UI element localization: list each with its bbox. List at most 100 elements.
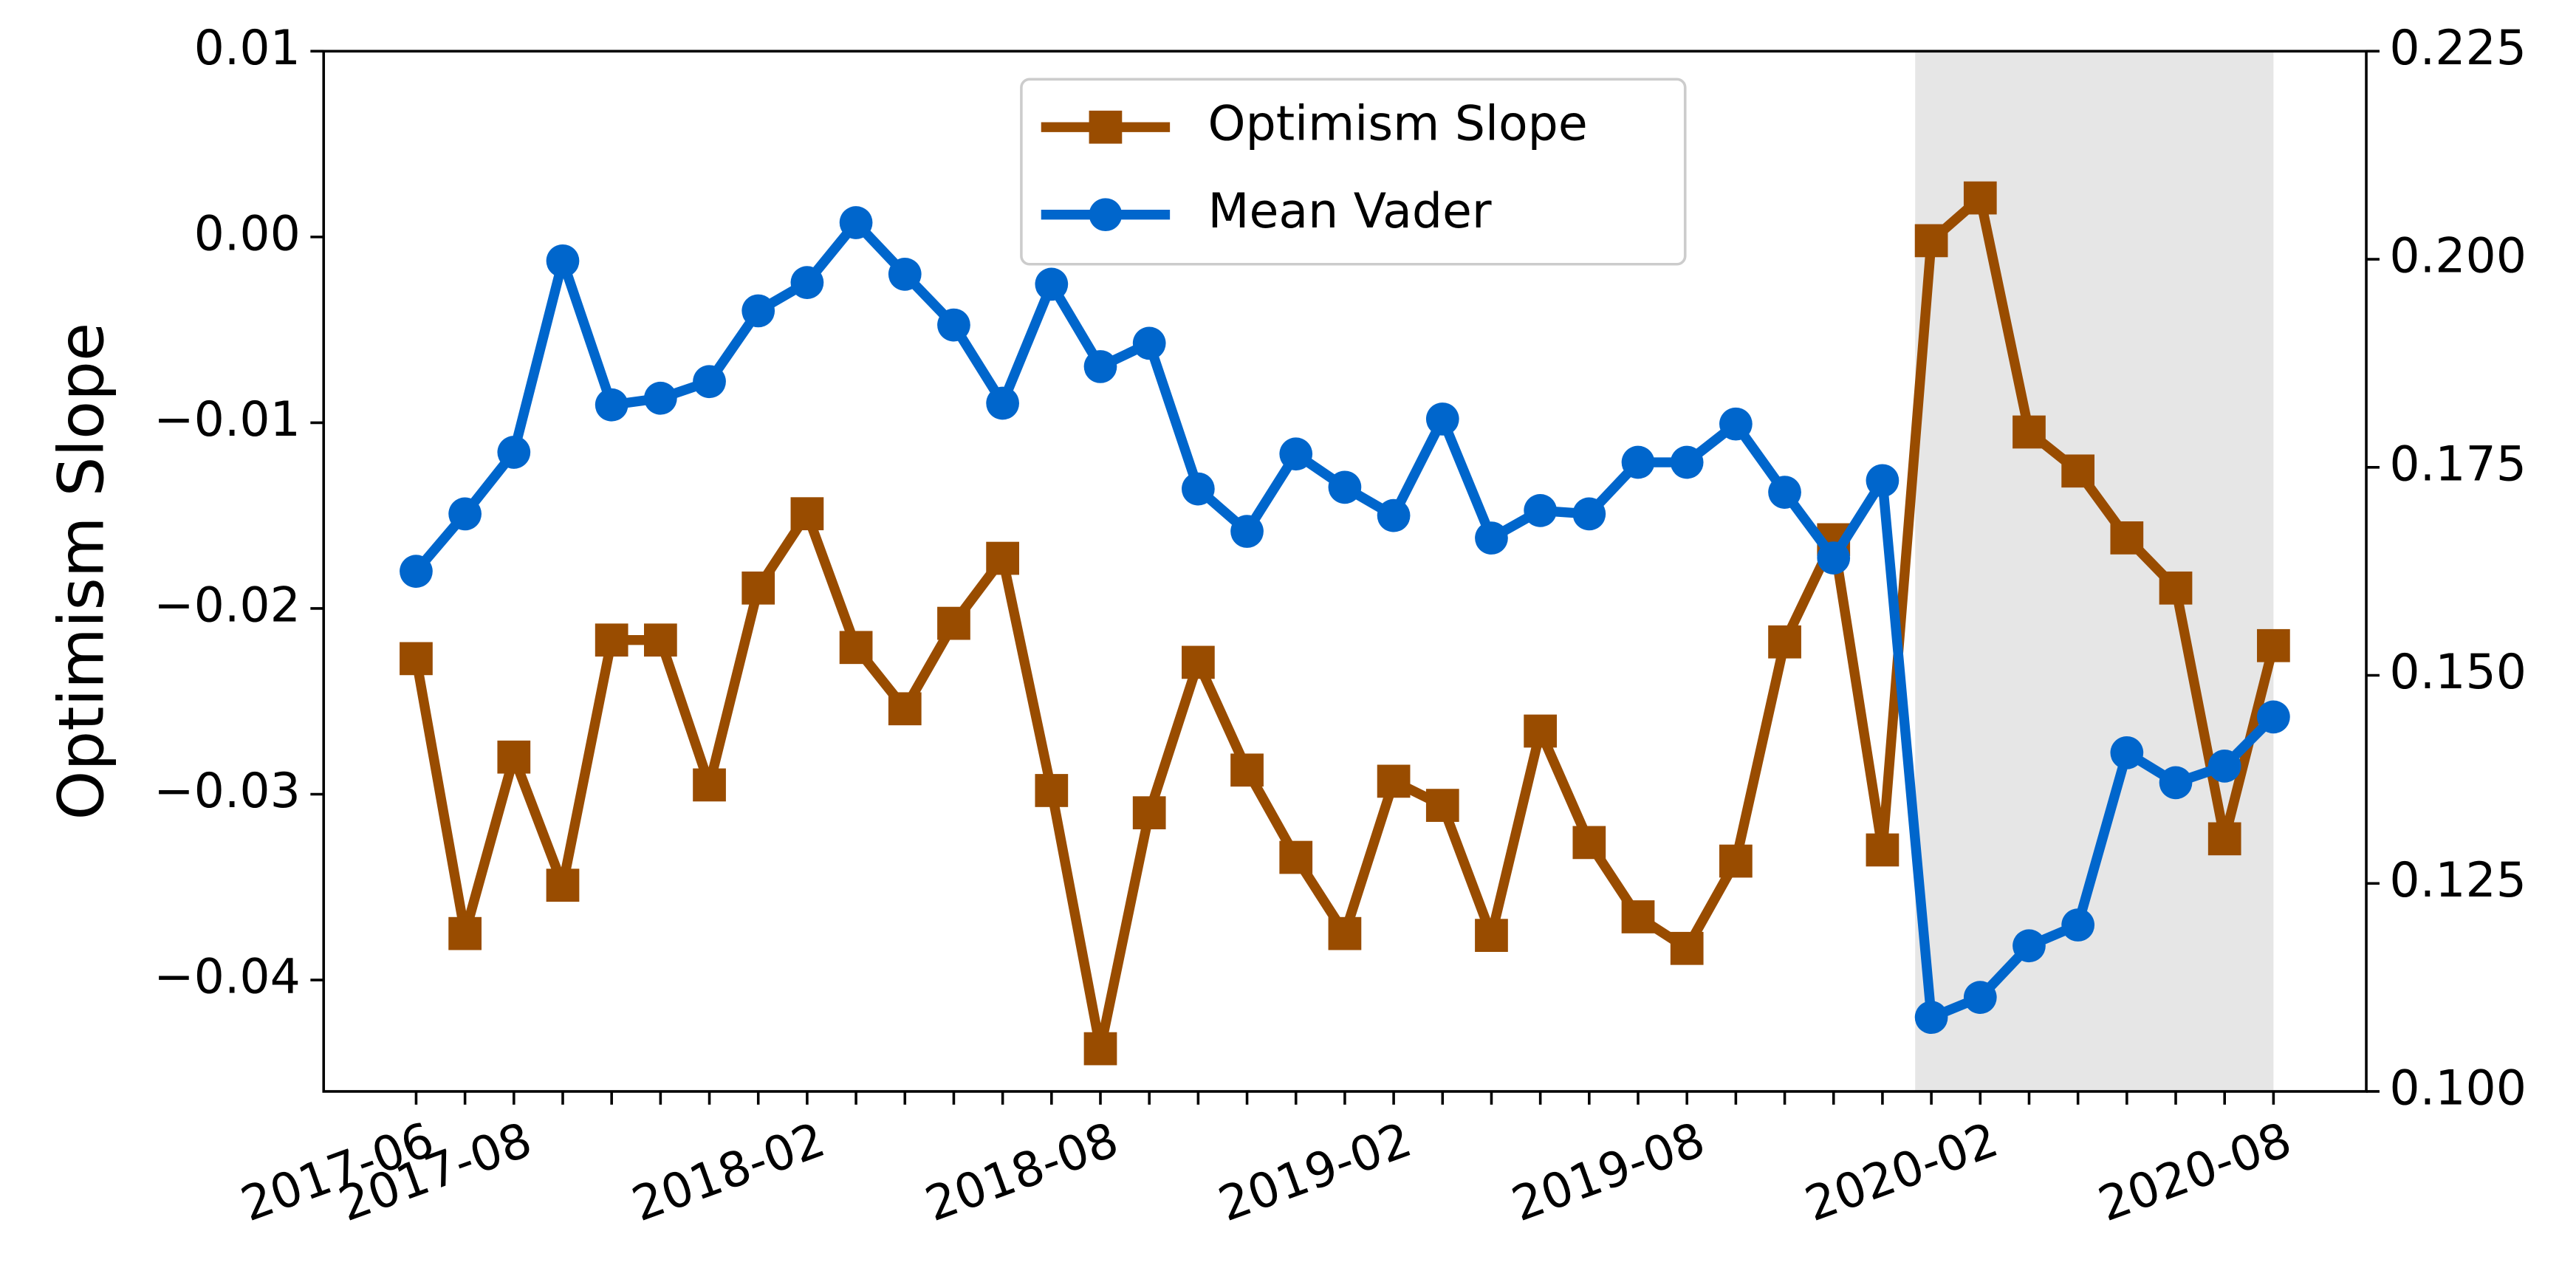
x-tick-label: 2018-02 — [626, 1112, 832, 1233]
data-point — [1182, 645, 1215, 679]
y-axis-label: Optimism Slope — [46, 323, 119, 820]
data-point — [1963, 981, 1997, 1014]
y-tick-label: −0.04 — [154, 950, 301, 1005]
data-point — [1768, 476, 1801, 509]
data-point — [1719, 407, 1753, 441]
x-tick-label: 2020-02 — [1798, 1112, 2005, 1233]
data-point — [693, 768, 726, 802]
data-point — [1035, 774, 1069, 807]
y-tick-label: 0.00 — [194, 206, 301, 261]
data-point — [497, 436, 531, 469]
data-point — [1328, 470, 1362, 504]
data-point — [2110, 736, 2144, 769]
data-point — [1572, 826, 1606, 860]
data-point — [1621, 900, 1655, 933]
data-point — [1230, 515, 1264, 548]
data-point — [2257, 628, 2290, 662]
data-point — [1963, 181, 1997, 215]
data-point — [1083, 350, 1117, 383]
legend-box — [1020, 78, 1687, 266]
x-tick-label: 2019-08 — [1505, 1112, 1712, 1233]
data-point — [937, 606, 970, 640]
y-tick-label: −0.01 — [154, 392, 301, 448]
data-point — [1621, 445, 1655, 479]
data-point — [1914, 224, 1948, 258]
data-point — [2159, 766, 2193, 800]
y2-tick-label: 0.150 — [2389, 645, 2527, 700]
data-point — [448, 916, 482, 950]
y-tick-label: −0.02 — [154, 578, 301, 634]
data-point — [448, 497, 482, 531]
data-point — [1132, 326, 1166, 360]
data-point — [790, 497, 824, 531]
data-point — [1230, 753, 1264, 787]
data-point — [1768, 625, 1801, 659]
data-point — [1866, 833, 1900, 867]
data-point — [839, 631, 873, 665]
data-point — [546, 868, 580, 902]
data-point — [1083, 1032, 1117, 1066]
data-point — [1866, 464, 1900, 498]
data-point — [693, 365, 726, 399]
data-point — [2061, 908, 2095, 942]
data-point — [741, 294, 775, 328]
shaded-region — [1915, 51, 2274, 1091]
data-point — [1279, 437, 1313, 471]
data-point — [497, 740, 531, 774]
data-point — [546, 244, 580, 278]
data-point — [1817, 541, 1851, 575]
x-tick-label: 2020-08 — [2092, 1112, 2298, 1233]
y2-tick-label: 0.125 — [2389, 853, 2527, 908]
data-point — [644, 623, 677, 657]
data-point — [1035, 267, 1069, 301]
data-point — [1572, 497, 1606, 531]
data-point — [1914, 1001, 1948, 1035]
data-point — [2257, 700, 2290, 734]
data-point — [2207, 822, 2241, 856]
data-point — [1425, 402, 1459, 436]
x-tick-label: 2018-08 — [919, 1112, 1126, 1233]
y2-tick-label: 0.200 — [2389, 229, 2527, 284]
data-point — [888, 257, 922, 291]
data-point — [644, 381, 677, 415]
data-point — [1524, 714, 1558, 748]
data-point — [2012, 929, 2046, 963]
data-point — [1670, 931, 1704, 965]
data-point — [986, 541, 1019, 575]
data-point — [937, 308, 970, 342]
legend: Optimism Slope Mean Vader — [1020, 78, 1687, 266]
data-point — [1670, 445, 1704, 479]
data-point — [2110, 521, 2144, 555]
data-point — [2207, 749, 2241, 783]
data-point — [790, 266, 824, 299]
y2-tick-label: 0.225 — [2389, 21, 2527, 76]
data-point — [741, 571, 775, 605]
y-tick-label: −0.03 — [154, 764, 301, 819]
x-tick-label: 2019-02 — [1212, 1112, 1419, 1233]
data-point — [1475, 919, 1508, 953]
data-point — [400, 642, 433, 676]
data-point — [595, 388, 628, 422]
data-point — [1328, 916, 1362, 950]
data-point — [1524, 494, 1558, 527]
legend-marker — [1089, 198, 1123, 232]
y2-tick-label: 0.175 — [2389, 436, 2527, 492]
data-point — [1377, 498, 1411, 532]
legend-label: Optimism Slope — [1208, 97, 1588, 152]
data-point — [1475, 521, 1508, 555]
data-point — [986, 386, 1019, 420]
y-tick-label: 0.01 — [194, 21, 301, 76]
legend-marker — [1089, 110, 1123, 144]
series — [400, 181, 2290, 1066]
legend-label: Mean Vader — [1208, 184, 1492, 239]
data-point — [1425, 789, 1459, 822]
data-point — [2012, 415, 2046, 449]
data-point — [2061, 454, 2095, 488]
data-point — [839, 206, 873, 239]
data-point — [595, 623, 628, 657]
data-point — [400, 555, 433, 589]
data-point — [888, 692, 922, 726]
y2-tick-label: 0.100 — [2389, 1061, 2527, 1117]
